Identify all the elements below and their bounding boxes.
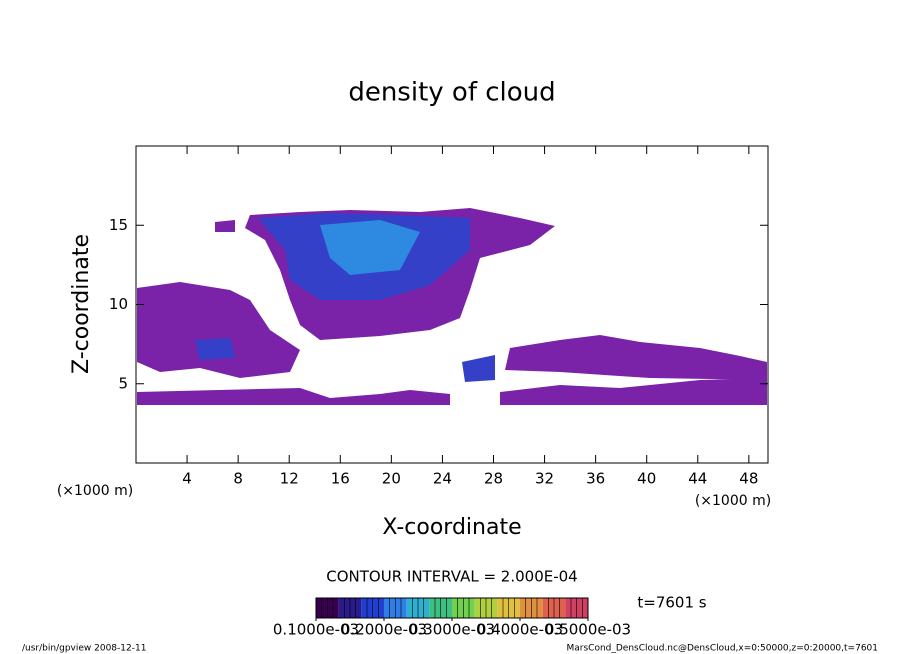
contour-interval: CONTOUR INTERVAL = 2.000E-04 — [326, 568, 577, 586]
x-tick-label: 48 — [739, 470, 758, 488]
x-axis-label: X-coordinate — [382, 515, 521, 540]
colorbar-label: 0.3000e-03 — [409, 621, 495, 639]
x-tick-label: 40 — [637, 470, 656, 488]
x-tick-label: 16 — [331, 470, 350, 488]
y-tick-label: 10 — [109, 295, 128, 313]
colorbar-label: 0.2000e-03 — [341, 621, 427, 639]
x-tick-label: 12 — [280, 470, 299, 488]
x-tick-label: 24 — [433, 470, 452, 488]
cloud-core — [195, 338, 235, 360]
cloud-core — [462, 355, 495, 382]
colorbar-label: 0.1000e-03 — [273, 621, 359, 639]
colorbar-label: 0.4000e-03 — [477, 621, 563, 639]
cloud-field — [137, 208, 767, 405]
y-tick-label: 5 — [118, 374, 128, 392]
footer-left: /usr/bin/gpview 2008-12-11 — [22, 644, 146, 654]
cloud-region — [500, 378, 767, 405]
y-axis-label: Z-coordinate — [69, 234, 94, 374]
x-tick-label: 8 — [233, 470, 243, 488]
colorbar-label: 0.5000e-03 — [545, 621, 631, 639]
cloud-region — [505, 335, 767, 380]
x-tick-label: 20 — [382, 470, 401, 488]
x-tick-label: 44 — [688, 470, 707, 488]
x-units-right: (×1000 m) — [695, 493, 771, 509]
x-tick-label: 4 — [182, 470, 192, 488]
cloud-region — [137, 282, 300, 378]
x-units-left: (×1000 m) — [57, 483, 133, 499]
cloud-region — [137, 388, 450, 405]
cloud-region — [215, 220, 235, 232]
cloud-core — [320, 220, 420, 275]
x-tick-label: 32 — [535, 470, 554, 488]
time-label: t=7601 s — [637, 594, 706, 612]
chart-title: density of cloud — [348, 78, 555, 108]
footer-right: MarsCond_DensCloud.nc@DensCloud,x=0:5000… — [567, 644, 879, 654]
y-tick-label: 15 — [109, 216, 128, 234]
x-tick-label: 28 — [484, 470, 503, 488]
x-tick-label: 36 — [586, 470, 605, 488]
